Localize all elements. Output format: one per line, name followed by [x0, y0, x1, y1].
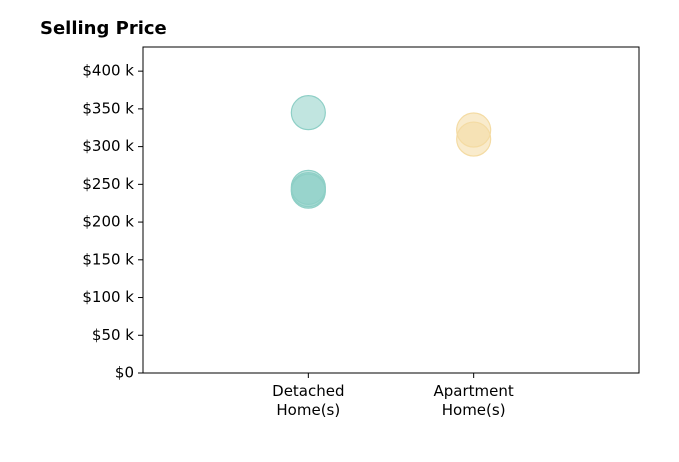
- y-tick-label: $250 k: [82, 175, 134, 193]
- y-tick-label: $100 k: [82, 288, 134, 306]
- y-tick-label: $400 k: [82, 62, 134, 80]
- plot-frame: [142, 46, 640, 374]
- y-tick-label: $150 k: [82, 250, 134, 268]
- y-tick-label: $350 k: [82, 99, 134, 117]
- point: [456, 121, 492, 157]
- x-tick-label: Detached Home(s): [272, 382, 345, 419]
- y-tick-label: $0: [115, 364, 134, 382]
- point: [290, 95, 326, 131]
- chart-title: Selling Price: [40, 18, 167, 39]
- y-tick-label: $300 k: [82, 137, 134, 155]
- y-tick-label: $200 k: [82, 213, 134, 231]
- point: [290, 173, 326, 209]
- x-tick-label: Apartment Home(s): [433, 382, 514, 419]
- y-tick-label: $50 k: [92, 326, 134, 344]
